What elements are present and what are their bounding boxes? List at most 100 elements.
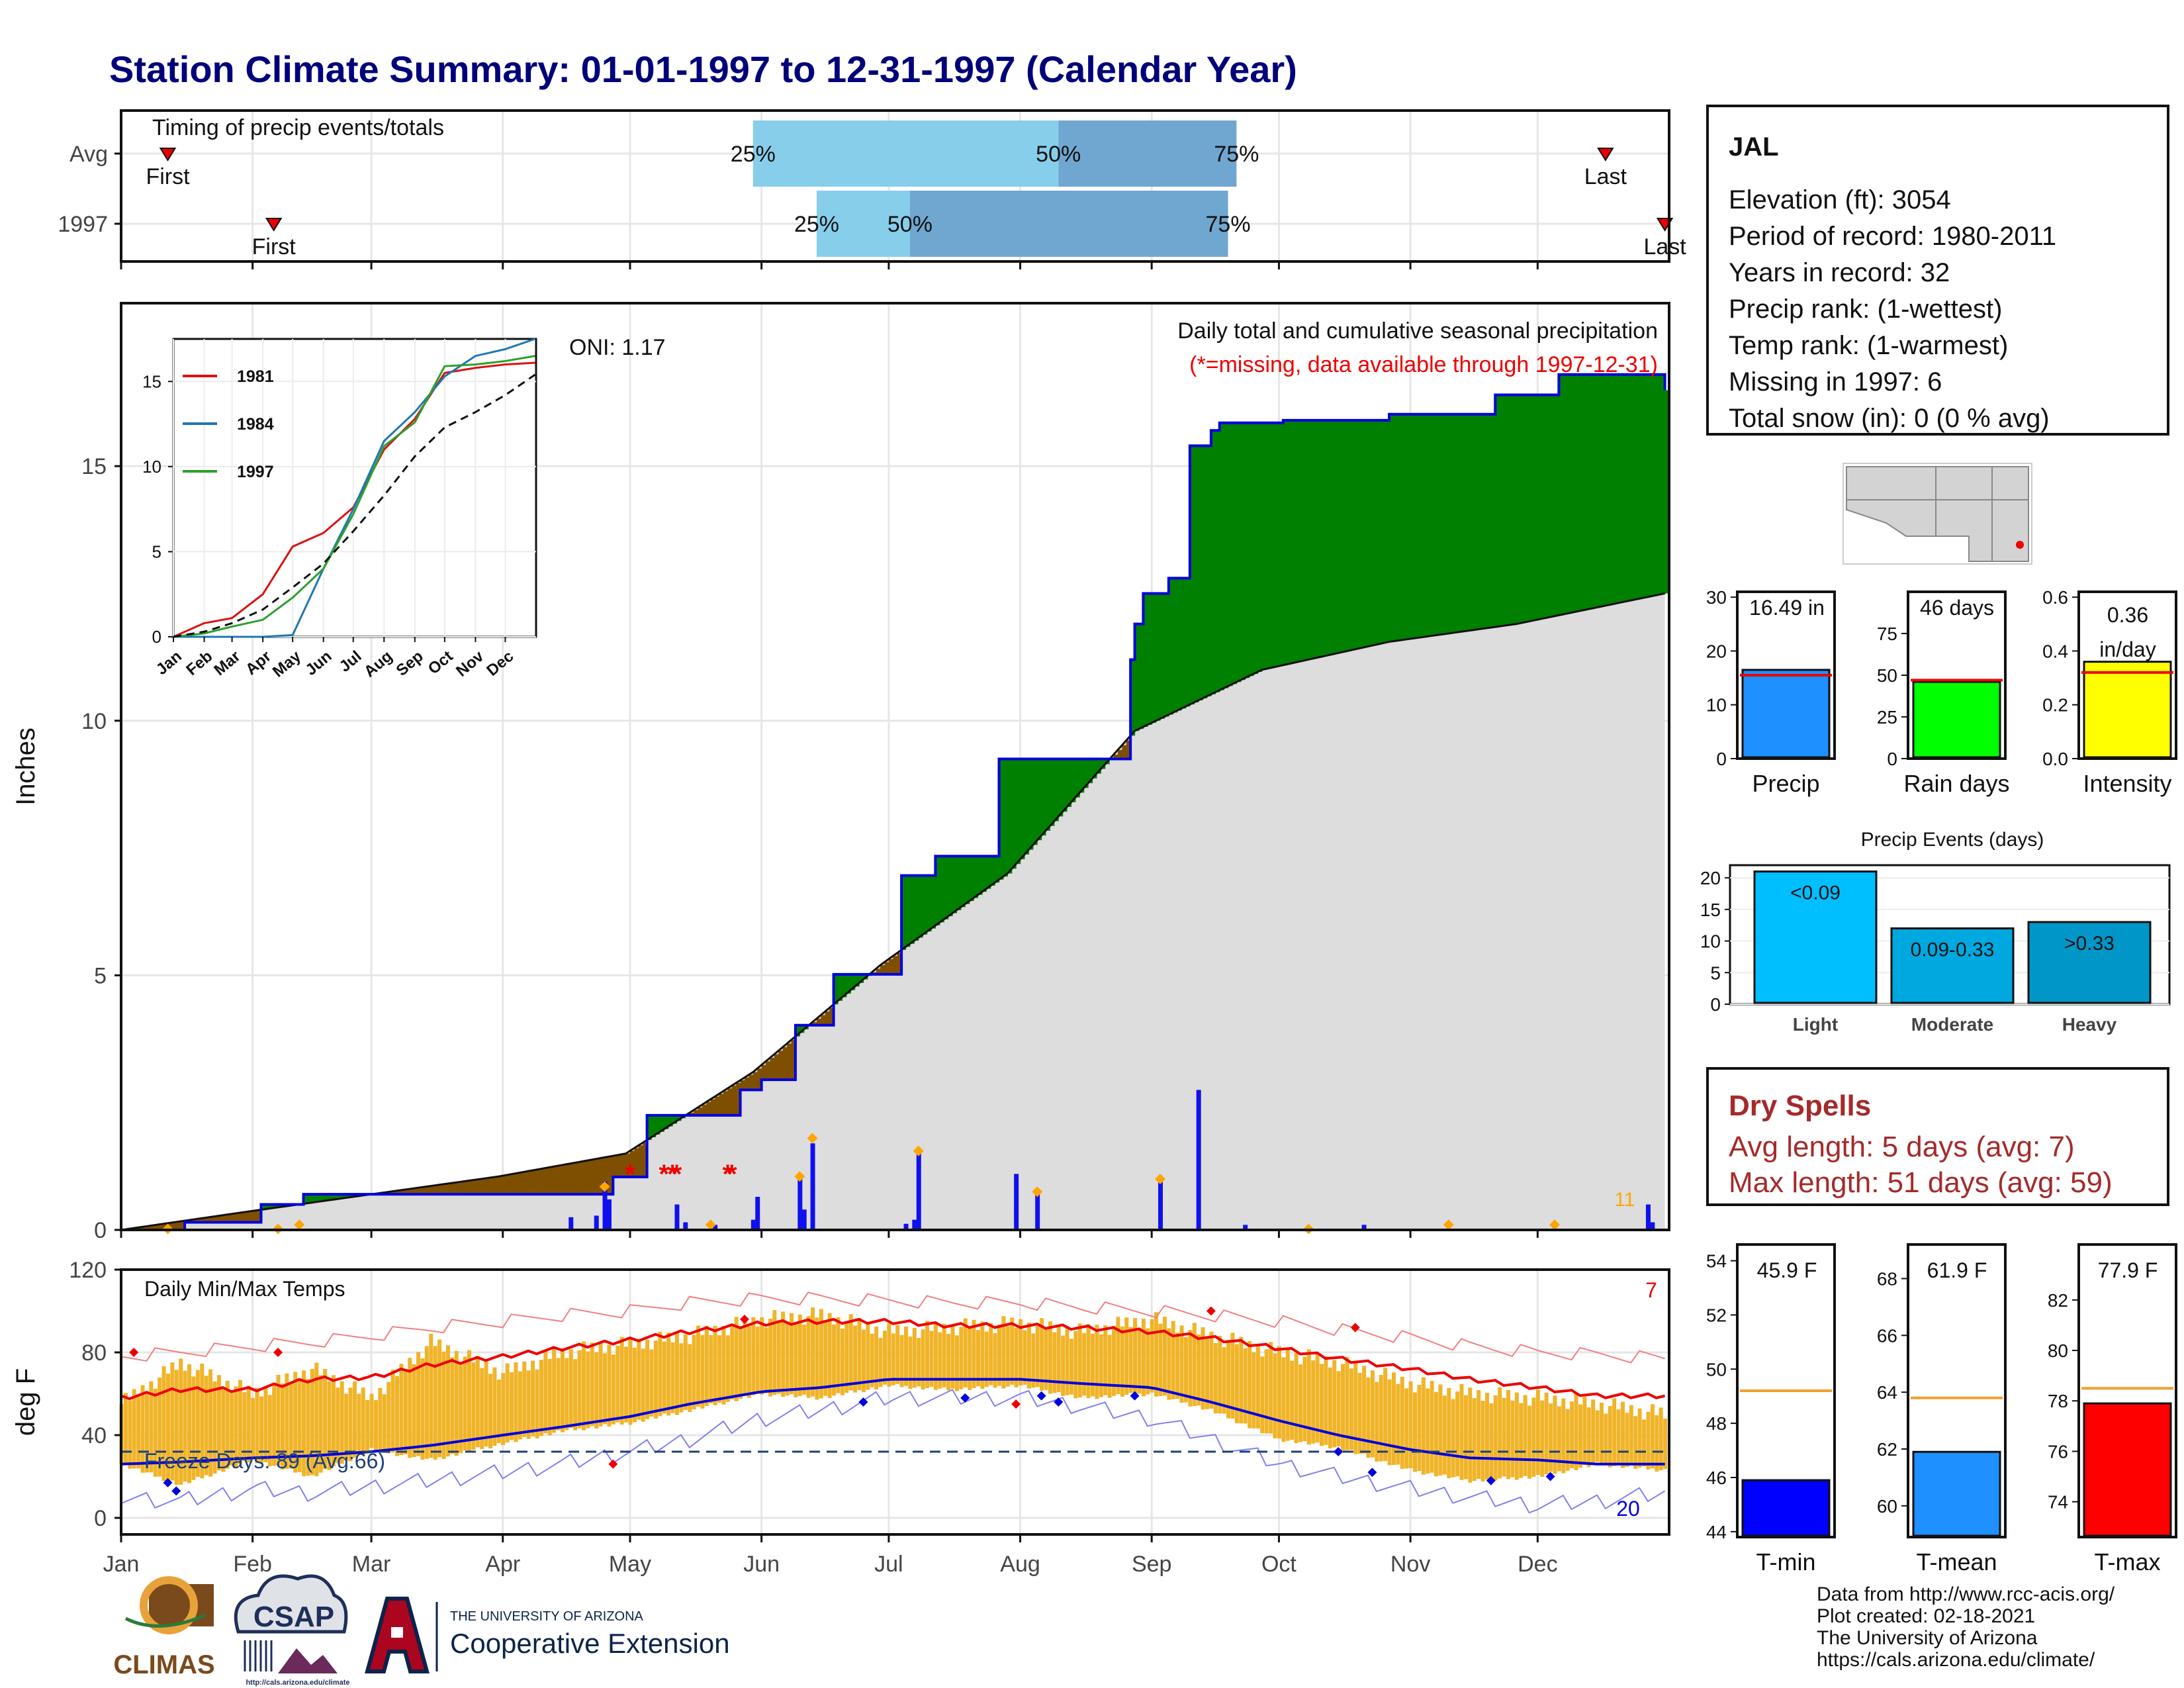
precip-above-normal-band (1287, 420, 1293, 665)
temp-daily-range-bar (225, 1380, 230, 1469)
temp-tmin-normal-line (120, 1378, 1665, 1466)
temp-daily-range-bar (1421, 1377, 1426, 1475)
station-info-box: JAL Elevation (ft): 3054 Period of recor… (1706, 105, 2169, 436)
summary-ytick-label: 50 (1706, 1359, 1727, 1380)
timing-first-label: First (252, 234, 296, 259)
temp-daily-range-bar (1637, 1408, 1642, 1468)
temp-record-low-line (120, 1388, 1666, 1514)
temp-daily-range-bar (238, 1380, 242, 1464)
temp-daily-range-bar (968, 1328, 972, 1390)
precip-above-normal-band (1444, 414, 1449, 634)
temp-daily-range-bar (369, 1393, 374, 1448)
summary-category-label: Intensity (2083, 770, 2171, 797)
temp-daily-range-bar (1391, 1372, 1396, 1466)
precip-daily-bar (569, 1217, 574, 1230)
precip-above-normal-band (1075, 759, 1080, 798)
temp-daily-range-bar (352, 1381, 357, 1458)
timing-p25-label: 25% (731, 142, 776, 167)
temp-daily-range-bar (1447, 1387, 1451, 1479)
temp-daily-range-bar (1535, 1389, 1540, 1475)
precip-below-normal-band (481, 1178, 486, 1195)
precip-below-normal-band (643, 1143, 648, 1177)
temp-daily-range-bar (1209, 1331, 1214, 1409)
precip-above-normal-band (918, 875, 923, 938)
precip-events-category: Moderate (1911, 1014, 1993, 1035)
temp-daily-range-bar (484, 1361, 488, 1447)
temp-daily-range-bar (539, 1360, 543, 1436)
temp-daily-range-bar (1001, 1316, 1006, 1389)
temp-daily-range-bar (1574, 1393, 1578, 1470)
temp-daily-range-bar (378, 1387, 383, 1451)
summary-value-label: 61.9 F (1927, 1258, 1987, 1282)
precip-below-normal-band (558, 1166, 563, 1195)
timing-q1-bar (816, 191, 910, 257)
temp-daily-range-bar (510, 1372, 514, 1440)
temp-daily-range-bar (1061, 1335, 1066, 1396)
temp-daily-range-bar (1141, 1319, 1146, 1397)
precip-above-normal-band (1520, 395, 1525, 624)
temp-daily-range-bar (925, 1321, 930, 1389)
precip-above-normal-band (324, 1194, 330, 1201)
precip-ytick-label: 0 (94, 1218, 107, 1243)
precip-above-normal-band (1079, 759, 1085, 793)
temp-daily-range-bar (387, 1382, 391, 1454)
temp-daily-range-bar (717, 1335, 722, 1403)
precip-above-normal-band (948, 856, 953, 917)
temp-ylabel: deg F (11, 1368, 40, 1436)
precip-above-normal-band (278, 1204, 283, 1207)
precip-below-normal-band (787, 1043, 792, 1080)
temp-daily-range-bar (929, 1331, 934, 1387)
temp-daily-range-bar (191, 1376, 196, 1480)
precip-above-normal-band (1134, 624, 1140, 731)
precip-above-normal-band (1177, 578, 1182, 711)
precip-below-normal-band (778, 1051, 784, 1080)
temp-daily-range-bar (674, 1333, 679, 1415)
temp-daily-range-bar (1498, 1387, 1502, 1479)
summary-ytick-label: 50 (1877, 665, 1897, 686)
temp-daily-range-bar (1107, 1335, 1112, 1398)
precip-events-ytick-label: 10 (1700, 931, 1721, 952)
precip-above-normal-band (307, 1194, 312, 1203)
temp-daily-range-bar (445, 1345, 450, 1457)
precip-below-normal-band (486, 1178, 491, 1195)
precip-below-normal-band (893, 956, 898, 974)
temp-daily-range-bar (619, 1336, 624, 1425)
month-tick-label: Mar (352, 1552, 391, 1577)
temp-daily-range-bar (336, 1387, 340, 1463)
dry-spells-max: Max length: 51 days (avg: 59) (1729, 1166, 2113, 1199)
precip-below-normal-band (227, 1214, 232, 1223)
temp-daily-range-bar (1341, 1364, 1345, 1451)
temp-daily-range-bar (1586, 1407, 1591, 1468)
precip-below-normal-band (511, 1174, 516, 1195)
summary-bar-t-mean (1912, 1450, 2001, 1537)
temp-daily-range-bar (1311, 1360, 1316, 1444)
temp-daily-range-bar (653, 1340, 658, 1419)
temp-record-high-marker (273, 1348, 283, 1357)
temp-daily-range-bar (887, 1323, 891, 1387)
temp-daily-range-bar (136, 1396, 141, 1469)
timing-p75-label: 75% (1214, 142, 1259, 167)
temp-daily-range-bar (1040, 1318, 1044, 1391)
precip-below-normal-band (460, 1182, 465, 1195)
precip-above-normal-band (1020, 759, 1025, 859)
precip-below-normal-band (231, 1213, 236, 1223)
precip-above-normal-band (1639, 374, 1645, 599)
precip-above-normal-band (1546, 395, 1551, 618)
precip-above-normal-band (931, 875, 936, 929)
precip-above-normal-band (1499, 395, 1504, 627)
temp-daily-range-bar (1095, 1325, 1099, 1399)
precip-daily-bar (797, 1174, 803, 1230)
temp-daily-range-bar (721, 1326, 726, 1405)
precip-above-normal-band (329, 1194, 334, 1201)
temp-record-high-marker (1350, 1323, 1360, 1333)
temp-record-low-marker (1334, 1447, 1343, 1456)
precip-below-normal-band (214, 1216, 219, 1223)
temp-daily-range-bar (518, 1371, 522, 1440)
inset-frame (172, 338, 537, 638)
precip-above-normal-band (939, 856, 944, 923)
temp-daily-range-bar (1154, 1312, 1159, 1397)
temp-daily-range-bar (1404, 1388, 1409, 1469)
temp-daily-range-bar (917, 1338, 921, 1387)
month-tick-label: Aug (1000, 1552, 1040, 1577)
